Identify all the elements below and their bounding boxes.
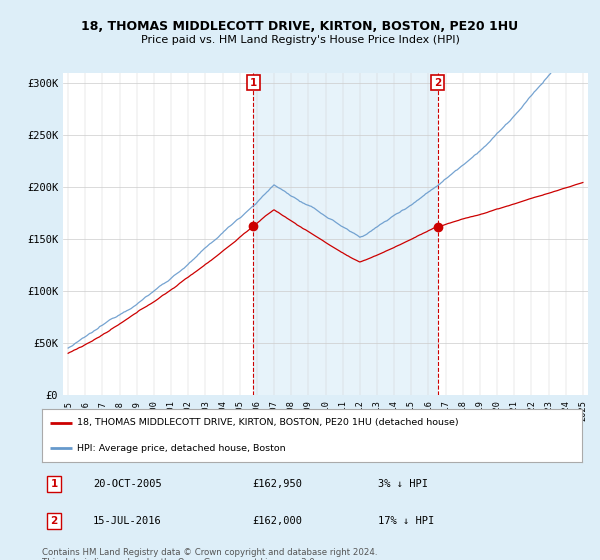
Text: 17% ↓ HPI: 17% ↓ HPI — [378, 516, 434, 526]
Text: 1: 1 — [250, 78, 257, 87]
Text: 1: 1 — [50, 479, 58, 489]
Text: Contains HM Land Registry data © Crown copyright and database right 2024.
This d: Contains HM Land Registry data © Crown c… — [42, 548, 377, 560]
Text: 3% ↓ HPI: 3% ↓ HPI — [378, 479, 428, 489]
Text: 20-OCT-2005: 20-OCT-2005 — [93, 479, 162, 489]
Text: 18, THOMAS MIDDLECOTT DRIVE, KIRTON, BOSTON, PE20 1HU (detached house): 18, THOMAS MIDDLECOTT DRIVE, KIRTON, BOS… — [77, 418, 459, 427]
Text: HPI: Average price, detached house, Boston: HPI: Average price, detached house, Bost… — [77, 444, 286, 452]
Text: £162,950: £162,950 — [252, 479, 302, 489]
Text: 2: 2 — [50, 516, 58, 526]
Bar — [253, 73, 438, 395]
Text: 15-JUL-2016: 15-JUL-2016 — [93, 516, 162, 526]
Text: 18, THOMAS MIDDLECOTT DRIVE, KIRTON, BOSTON, PE20 1HU: 18, THOMAS MIDDLECOTT DRIVE, KIRTON, BOS… — [82, 20, 518, 32]
Text: £162,000: £162,000 — [252, 516, 302, 526]
Text: Price paid vs. HM Land Registry's House Price Index (HPI): Price paid vs. HM Land Registry's House … — [140, 35, 460, 45]
Text: 2: 2 — [434, 78, 442, 87]
